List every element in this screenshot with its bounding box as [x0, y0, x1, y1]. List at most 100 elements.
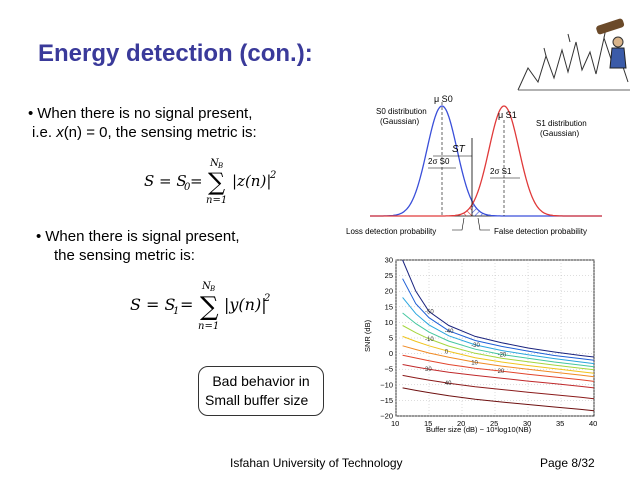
y-tick-label: −10 [380, 380, 393, 389]
sum-upper: N [201, 281, 212, 292]
footer-institution: Isfahan University of Technology [230, 456, 403, 470]
y-tick-label: 5 [389, 334, 393, 343]
series-line-5 [402, 335, 595, 374]
y-tick-label: −20 [380, 412, 393, 421]
y-tick-labels: −20 −15 −10 −5 0 5 10 15 20 25 30 [380, 256, 393, 421]
contour-label: 40 [445, 381, 452, 387]
series-lines [402, 259, 595, 412]
series-line-1 [402, 278, 595, 361]
false-label: False detection probability [494, 227, 587, 236]
gaussian-distributions-figure: μ S0 μ S1 S0 distribution (Gaussian) S1 … [346, 94, 602, 236]
sum-upper: N [209, 158, 220, 169]
math-var-x: x [56, 124, 64, 141]
bullet-no-signal: • When there is no signal present, i.e. x… [28, 104, 328, 142]
contour-label: -30 [471, 343, 480, 349]
threshold-label: ST [452, 144, 466, 155]
eq-lhs: S = S [130, 295, 176, 314]
mu1-label: μ S1 [498, 110, 517, 120]
y-tick-label: −5 [384, 365, 393, 374]
contour-label: -50 [425, 309, 434, 315]
contour-label: -20 [498, 353, 507, 359]
series-line-7 [402, 354, 595, 382]
x-tick-label: 40 [589, 419, 597, 428]
y-tick-label: 10 [385, 318, 393, 327]
x-tick-label: 15 [424, 419, 432, 428]
x-tick-label: 35 [556, 419, 564, 428]
series-line-2 [402, 297, 595, 365]
sigma1-label: 2σ S1 [490, 167, 512, 176]
y-tick-label: 15 [385, 302, 393, 311]
callout-box: Bad behavior in Small buffer size [198, 366, 324, 416]
series-line-9 [402, 374, 595, 400]
footer-page-number: Page 8/32 [540, 456, 595, 470]
y-tick-label: 25 [385, 271, 393, 280]
contour-label: 20 [498, 369, 505, 375]
bullet-text: When there is no signal present, [37, 105, 253, 122]
callout-line: Bad behavior in [212, 373, 310, 389]
x-tick-labels: 10 15 20 25 30 35 40 [391, 419, 597, 428]
loss-area [472, 201, 510, 216]
x-tick-label: 25 [490, 419, 498, 428]
sum-upper-sub: B [217, 162, 223, 170]
eq-power: 2 [269, 170, 276, 181]
series-line-10 [402, 387, 595, 412]
false-pointer [477, 217, 490, 231]
y-tick-label: −15 [380, 396, 393, 405]
eq-equals: = [190, 172, 203, 190]
callout-line: Small buffer size [205, 392, 309, 408]
eq-power: 2 [263, 293, 270, 304]
y-tick-label: 30 [385, 256, 393, 265]
y-axis-label: SNR (dB) [363, 319, 372, 352]
s0-label-sub: (Gaussian) [380, 117, 419, 126]
series-line-8 [402, 364, 595, 389]
y-tick-label: 0 [389, 349, 393, 358]
eq-body: |z(n)| [232, 172, 271, 190]
sigma0-label: 2σ S0 [428, 157, 450, 166]
contour-label: 30 [425, 367, 432, 373]
s1-label-sub: (Gaussian) [540, 129, 579, 138]
mu0-label: μ S0 [434, 94, 453, 104]
eq-body: |y(n)| [224, 295, 267, 314]
series-line-0 [402, 259, 595, 358]
eq-equals: = [180, 295, 193, 314]
eq-sub: 1 [173, 306, 179, 317]
series-line-4 [402, 325, 595, 371]
telescope-icon [596, 18, 625, 35]
x-tick-label: 20 [457, 419, 465, 428]
sum-symbol: ∑ [208, 168, 225, 196]
x-tick-label: 10 [391, 419, 399, 428]
series-line-3 [402, 312, 595, 368]
contour-label: 10 [471, 360, 478, 366]
bullet-text: When there is signal present, [45, 228, 240, 245]
bullet-text: i.e. [32, 124, 57, 141]
bullet-text: the sensing metric is: [54, 247, 195, 264]
sum-upper-sub: B [209, 285, 215, 293]
x-axis-label: Buffer size (dB) − 10*log10(NB) [426, 425, 532, 434]
series-line-6 [402, 345, 595, 378]
s1-label: S1 distribution [536, 119, 587, 128]
slide-title: Energy detection (con.): [38, 40, 313, 67]
contour-label: -10 [425, 337, 434, 343]
bullet-signal: • When there is signal present, the sensi… [36, 227, 336, 265]
loss-pointer [452, 217, 465, 231]
false-area [436, 204, 472, 216]
contour-label: 0 [445, 349, 449, 355]
sum-symbol: ∑ [200, 292, 219, 322]
s0-label: S0 distribution [376, 107, 427, 116]
contour-label: -40 [445, 329, 454, 335]
s1-curve [370, 105, 602, 217]
equation-s1: S = S 1 = N B ∑ n=1 |y(n)| 2 [130, 281, 270, 332]
x-tick-label: 30 [523, 419, 531, 428]
contour-labels: -50 -40 -30 -20 -10 0 10 20 30 40 [425, 309, 507, 387]
eq-lhs: S = S [144, 172, 187, 190]
bullet-marker: • [28, 105, 34, 122]
equation-s0: S = S 0 = N B ∑ n=1 |z(n)| 2 [144, 158, 276, 206]
y-tick-label: 20 [385, 287, 393, 296]
bullet-text: = 0, the sensing metric is: [82, 124, 257, 141]
sum-lower: n=1 [198, 321, 219, 332]
math-arg: (n) [63, 124, 83, 141]
eq-sub: 0 [184, 182, 191, 193]
bullet-marker: • [36, 228, 42, 245]
skyline-telescope-logo [517, 18, 630, 91]
